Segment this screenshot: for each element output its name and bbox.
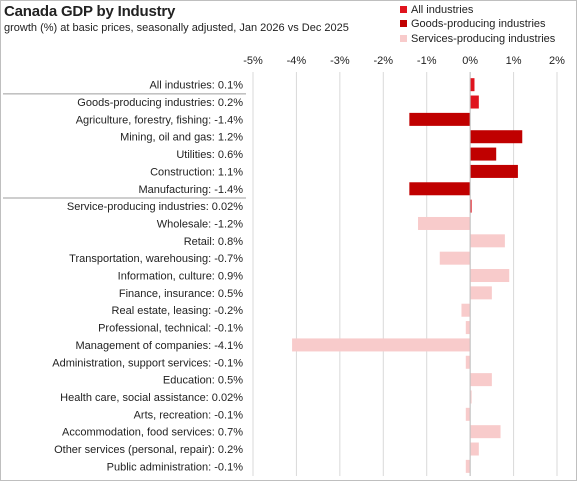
category-label-7: Service-producing industries: 0.02%: [67, 201, 243, 213]
bar-11: [470, 269, 510, 283]
category-label-14: Professional, technical: -0.1%: [98, 323, 243, 335]
x-tick-label-neg2: -2%: [374, 55, 394, 67]
category-label-17: Education: 0.5%: [163, 375, 243, 387]
x-tick-label-neg1: -1%: [417, 55, 437, 67]
category-label-19: Arts, recreation: -0.1%: [134, 409, 244, 421]
bar-4: [470, 147, 497, 161]
bar-10: [439, 251, 471, 265]
bar-16: [465, 355, 471, 369]
bar-3: [470, 130, 523, 144]
bar-7: [470, 199, 472, 213]
category-label-22: Public administration: -0.1%: [107, 461, 244, 473]
legend-swatch-services-producing: [400, 35, 407, 42]
bar-17: [470, 373, 492, 387]
legend-label-services-producing: Services-producing industries: [411, 33, 556, 45]
bar-2: [409, 112, 471, 126]
category-label-8: Wholesale: -1.2%: [157, 218, 243, 230]
category-label-0: All industries: 0.1%: [149, 80, 243, 92]
category-label-9: Retail: 0.8%: [184, 236, 244, 248]
x-tick-label-neg4: -4%: [287, 55, 307, 67]
category-label-1: Goods-producing industries: 0.2%: [77, 97, 243, 109]
legend-swatch-goods-producing: [400, 20, 407, 27]
category-label-20: Accommodation, food services: 0.7%: [62, 427, 243, 439]
bar-9: [470, 234, 505, 248]
chart-title: Canada GDP by Industry: [4, 3, 176, 20]
category-label-3: Mining, oil and gas: 1.2%: [120, 132, 243, 144]
bar-0: [470, 78, 475, 92]
bar-1: [470, 95, 479, 109]
category-label-6: Manufacturing: -1.4%: [138, 184, 243, 196]
bar-12: [470, 286, 492, 300]
category-label-13: Real estate, leasing: -0.2%: [112, 305, 244, 317]
x-tick-label-neg3: -3%: [330, 55, 350, 67]
bar-21: [470, 442, 479, 456]
legend-item-goods-producing: Goods-producing industries: [400, 17, 546, 31]
category-label-16: Administration, support services: -0.1%: [52, 357, 243, 369]
bar-13: [461, 303, 471, 317]
x-tick-label-1: 1%: [506, 55, 522, 67]
x-tick-label-0: 0%: [462, 55, 478, 67]
category-label-21: Other services (personal, repair): 0.2%: [54, 444, 243, 456]
x-tick-label-neg5: -5%: [243, 55, 263, 67]
legend-swatch-all-industries: [400, 6, 407, 13]
legend-label-all-industries: All industries: [411, 4, 474, 16]
category-label-2: Agriculture, forestry, fishing: -1.4%: [76, 114, 244, 126]
bar-5: [470, 164, 518, 178]
legend-label-goods-producing: Goods-producing industries: [411, 18, 546, 30]
legend-item-services-producing: Services-producing industries: [400, 32, 555, 46]
bar-20: [470, 425, 501, 439]
category-label-10: Transportation, warehousing: -0.7%: [69, 253, 243, 265]
bar-14: [465, 321, 471, 335]
bar-22: [465, 459, 471, 473]
category-label-11: Information, culture: 0.9%: [118, 271, 244, 283]
legend-item-all-industries: All industries: [400, 3, 473, 17]
bar-8: [418, 216, 471, 230]
bar-15: [292, 338, 471, 352]
bar-18: [470, 390, 472, 404]
bar-6: [409, 182, 471, 196]
x-tick-label-2: 2%: [549, 55, 565, 67]
category-label-15: Management of companies: -4.1%: [75, 340, 243, 352]
category-label-18: Health care, social assistance: 0.02%: [60, 392, 243, 404]
category-label-12: Finance, insurance: 0.5%: [119, 288, 243, 300]
category-label-4: Utilities: 0.6%: [176, 149, 243, 161]
chart-subtitle: growth (%) at basic prices, seasonally a…: [4, 22, 349, 34]
bar-19: [465, 407, 471, 421]
category-label-5: Construction: 1.1%: [150, 166, 243, 178]
